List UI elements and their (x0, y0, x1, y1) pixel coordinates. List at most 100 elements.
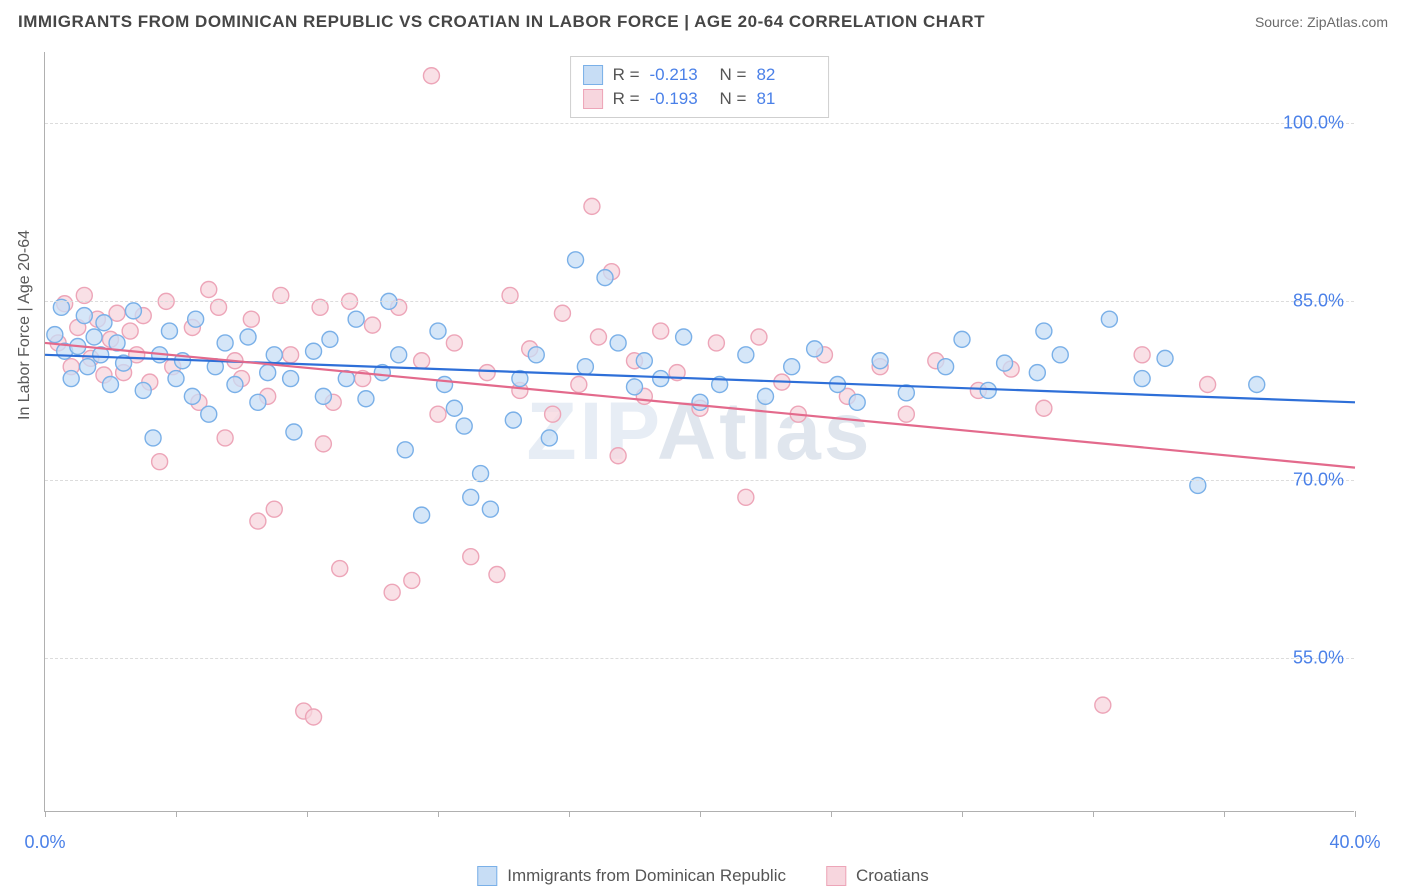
scatter-point (76, 308, 92, 324)
scatter-point (980, 382, 996, 398)
scatter-point (636, 353, 652, 369)
stat-n-label: N = (720, 89, 747, 109)
scatter-point (306, 343, 322, 359)
scatter-point (86, 329, 102, 345)
x-tick (700, 811, 701, 817)
x-tick (438, 811, 439, 817)
scatter-point (358, 391, 374, 407)
scatter-point (80, 359, 96, 375)
scatter-point (414, 507, 430, 523)
scatter-point (437, 377, 453, 393)
scatter-point (184, 388, 200, 404)
scatter-point (384, 584, 400, 600)
x-tick (962, 811, 963, 817)
scatter-point (306, 709, 322, 725)
legend-swatch (583, 89, 603, 109)
scatter-point (250, 513, 266, 529)
scatter-point (217, 430, 233, 446)
x-tick (831, 811, 832, 817)
scatter-point (430, 323, 446, 339)
scatter-point (446, 400, 462, 416)
scatter-point (1134, 371, 1150, 387)
stat-n-label: N = (720, 65, 747, 85)
scatter-point (758, 388, 774, 404)
scatter-point (898, 406, 914, 422)
scatter-point (463, 489, 479, 505)
stat-r-value: -0.213 (650, 65, 710, 85)
scatter-point (489, 567, 505, 583)
scatter-point (1029, 365, 1045, 381)
scatter-point (135, 382, 151, 398)
scatter-point (266, 347, 282, 363)
scatter-point (482, 501, 498, 517)
scatter-point (145, 430, 161, 446)
scatter-point (1036, 323, 1052, 339)
scatter-point (322, 331, 338, 347)
gridline (45, 480, 1354, 481)
stat-n-value: 81 (756, 89, 816, 109)
scatter-point (584, 198, 600, 214)
scatter-point (997, 355, 1013, 371)
x-tick (307, 811, 308, 817)
scatter-point (627, 379, 643, 395)
stat-n-value: 82 (756, 65, 816, 85)
scatter-point (738, 489, 754, 505)
scatter-point (505, 412, 521, 428)
stat-r-label: R = (613, 65, 640, 85)
scatter-point (738, 347, 754, 363)
scatter-point (227, 377, 243, 393)
x-tick-label: 0.0% (24, 832, 65, 853)
scatter-point (676, 329, 692, 345)
scatter-point (653, 323, 669, 339)
scatter-point (243, 311, 259, 327)
scatter-plot (45, 52, 1354, 811)
scatter-point (1095, 697, 1111, 713)
scatter-point (201, 282, 217, 298)
scatter-point (365, 317, 381, 333)
legend-swatch (583, 65, 603, 85)
scatter-point (456, 418, 472, 434)
source-attribution: Source: ZipAtlas.com (1255, 14, 1388, 30)
gridline (45, 123, 1354, 124)
scatter-point (446, 335, 462, 351)
y-tick-label: 100.0% (1283, 113, 1344, 134)
scatter-point (47, 327, 63, 343)
x-tick-label: 40.0% (1329, 832, 1380, 853)
scatter-point (849, 394, 865, 410)
scatter-point (201, 406, 217, 422)
scatter-point (784, 359, 800, 375)
bottom-legend: Immigrants from Dominican RepublicCroati… (477, 866, 928, 886)
scatter-point (397, 442, 413, 458)
scatter-point (391, 347, 407, 363)
scatter-point (872, 353, 888, 369)
y-tick-label: 55.0% (1293, 647, 1344, 668)
y-tick-label: 70.0% (1293, 469, 1344, 490)
scatter-point (751, 329, 767, 345)
scatter-point (240, 329, 256, 345)
scatter-point (610, 448, 626, 464)
chart-title: IMMIGRANTS FROM DOMINICAN REPUBLIC VS CR… (18, 12, 985, 32)
scatter-point (577, 359, 593, 375)
x-tick (176, 811, 177, 817)
scatter-point (266, 501, 282, 517)
scatter-point (1200, 377, 1216, 393)
scatter-point (597, 270, 613, 286)
x-tick (1224, 811, 1225, 817)
stat-r-value: -0.193 (650, 89, 710, 109)
chart-area: ZIPAtlas R =-0.213N =82R =-0.193N =81 55… (44, 52, 1354, 812)
x-tick (569, 811, 570, 817)
legend-swatch (826, 866, 846, 886)
scatter-point (430, 406, 446, 422)
scatter-point (610, 335, 626, 351)
scatter-point (168, 371, 184, 387)
scatter-point (188, 311, 204, 327)
scatter-point (161, 323, 177, 339)
scatter-point (332, 561, 348, 577)
scatter-point (414, 353, 430, 369)
legend-item: Croatians (826, 866, 929, 886)
x-tick (45, 811, 46, 817)
scatter-point (541, 430, 557, 446)
scatter-point (1036, 400, 1052, 416)
scatter-point (217, 335, 233, 351)
scatter-point (96, 315, 112, 331)
